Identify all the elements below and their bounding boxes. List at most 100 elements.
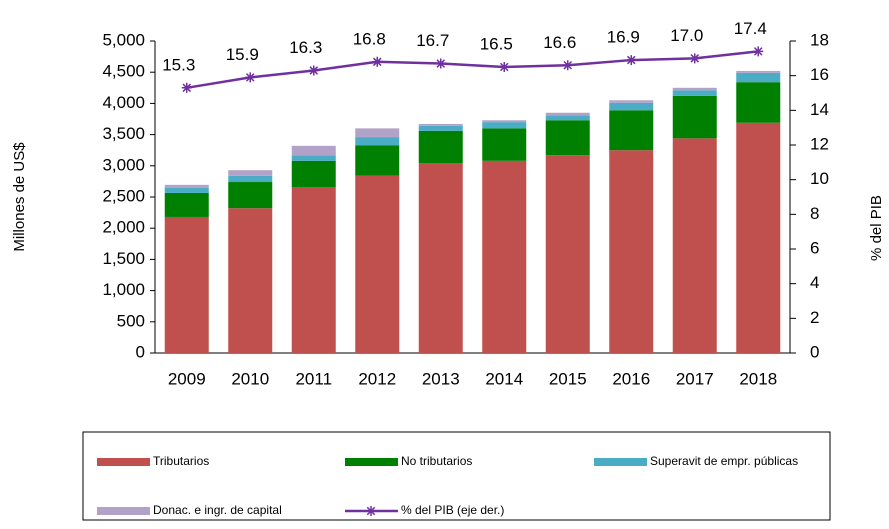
y-tick-label: 4,500: [102, 62, 145, 81]
bar: [736, 122, 781, 353]
y2-tick-label: 12: [810, 134, 829, 153]
line-marker: [245, 72, 256, 83]
y-tick-label: 1,500: [102, 249, 145, 268]
data-label: 16.5: [480, 34, 513, 53]
y-tick-label: 2,500: [102, 186, 145, 205]
y-tick-label: 4,000: [102, 93, 145, 112]
bar: [355, 137, 400, 146]
legend-label: No tributarios: [401, 454, 472, 468]
data-label: 15.3: [162, 55, 195, 74]
bar: [609, 110, 654, 151]
bar: [418, 123, 463, 126]
y2-axis-label: % del PIB: [868, 195, 885, 261]
bar: [228, 208, 273, 353]
line-marker: [689, 53, 700, 64]
bar: [672, 90, 717, 96]
bar: [482, 120, 527, 123]
bar: [418, 163, 463, 353]
data-label: 17.0: [670, 26, 703, 45]
legend-swatch: [97, 507, 150, 515]
x-tick-label: 2010: [231, 369, 269, 388]
bar: [545, 120, 590, 156]
data-label: 16.3: [289, 38, 322, 57]
line-marker: [435, 58, 446, 69]
bar: [355, 128, 400, 138]
legend-box: [82, 431, 831, 521]
y2-tick-label: 6: [810, 238, 819, 257]
y2-tick-label: 10: [810, 169, 829, 188]
bar: [164, 187, 209, 193]
y2-tick-label: 14: [810, 100, 829, 119]
legend-marker: [366, 506, 376, 516]
bar: [736, 72, 781, 83]
bar: [545, 112, 590, 116]
bar: [164, 216, 209, 353]
bar: [228, 175, 273, 183]
line-marker: [308, 65, 319, 76]
x-tick-label: 2012: [358, 369, 396, 388]
line-marker: [372, 56, 383, 67]
data-label: 16.8: [353, 29, 386, 48]
x-tick-label: 2009: [168, 369, 206, 388]
bar: [545, 155, 590, 353]
bar: [609, 102, 654, 111]
line-marker: [499, 62, 510, 72]
x-tick-label: 2017: [676, 369, 714, 388]
x-tick-label: 2011: [295, 369, 332, 388]
bar: [672, 138, 717, 353]
y2-tick-label: 16: [810, 65, 829, 84]
x-tick-label: 2016: [612, 369, 650, 388]
legend-swatch: [97, 458, 150, 466]
line: [186, 50, 759, 90]
legend-label: Donac. e ingr. de capital: [153, 503, 282, 517]
y2-tick-label: 2: [810, 308, 819, 327]
legend-label: Superavit de empr. públicas: [650, 454, 798, 468]
bar: [291, 145, 336, 156]
x-tick-label: 2014: [485, 369, 523, 388]
bar: [482, 160, 527, 353]
y-tick-label: 2,000: [102, 218, 145, 237]
bar: [291, 187, 336, 353]
bar: [228, 182, 273, 209]
x-tick-label: 2015: [549, 369, 587, 388]
bar: [291, 160, 336, 188]
data-label: 16.7: [416, 31, 449, 50]
line-marker: [626, 55, 637, 66]
data-label: 17.4: [734, 19, 767, 38]
y-tick-label: 500: [117, 311, 145, 330]
x-tick-label: 2013: [422, 369, 460, 388]
x-tick-label: 2018: [739, 369, 777, 388]
data-label: 16.9: [607, 28, 640, 47]
y-tick-label: 5,000: [102, 30, 145, 49]
bar: [482, 128, 527, 161]
bar: [228, 170, 273, 176]
y-tick-label: 3,500: [102, 124, 145, 143]
y-axis-label: Millones de US$: [11, 142, 28, 252]
bar: [672, 95, 717, 139]
y-tick-label: 1,000: [102, 280, 145, 299]
bar: [164, 192, 209, 217]
y2-tick-label: 8: [810, 204, 819, 223]
y2-tick-label: 4: [810, 273, 819, 292]
bar: [164, 184, 209, 188]
bar: [355, 175, 400, 353]
bar: [609, 150, 654, 353]
line-marker: [753, 46, 764, 57]
y2-tick-label: 18: [810, 30, 829, 49]
bar: [355, 145, 400, 176]
y-tick-label: 0: [136, 342, 145, 361]
bar: [418, 130, 463, 164]
bar: [482, 122, 527, 129]
bar: [545, 115, 590, 121]
data-label: 16.6: [543, 33, 576, 52]
y-tick-label: 3,000: [102, 155, 145, 174]
legend-label: % del PIB (eje der.): [401, 503, 504, 517]
data-label: 15.9: [226, 45, 259, 64]
bar: [736, 70, 781, 73]
line-marker: [181, 82, 192, 93]
bar: [418, 125, 463, 131]
bar: [291, 155, 336, 161]
legend-label: Tributarios: [153, 454, 209, 468]
legend-swatch: [594, 458, 647, 466]
